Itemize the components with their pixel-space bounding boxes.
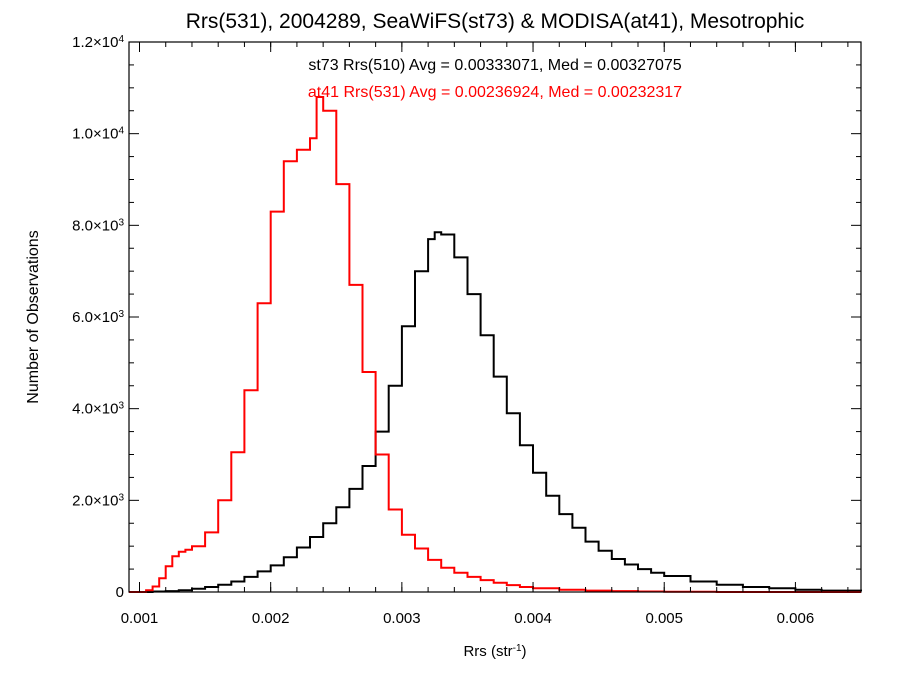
- annotation-st73-stats: st73 Rrs(510) Avg = 0.00333071, Med = 0.…: [308, 57, 681, 74]
- y-tick-label: 8.0×103: [72, 217, 124, 235]
- y-tick-label: 1.0×104: [72, 125, 124, 143]
- x-tick-label: 0.005: [645, 610, 683, 627]
- y-tick-label: 0: [116, 584, 124, 601]
- x-tick-label: 0.001: [121, 610, 159, 627]
- x-tick-label: 0.003: [383, 610, 421, 627]
- y-tick-label: 6.0×103: [72, 309, 124, 327]
- y-tick-label: 2.0×103: [72, 492, 124, 510]
- series-layer: [129, 96, 862, 593]
- series-line-0: [129, 231, 862, 593]
- x-tick-label: 0.004: [514, 610, 552, 627]
- x-axis: 0.001 0.002 0.003 0.004 0.005 0.006: [121, 42, 849, 627]
- x-tick-label: 0.002: [252, 610, 290, 627]
- x-axis-label: Rrs (str-1): [463, 643, 526, 661]
- y-tick-label: 4.0×103: [72, 400, 124, 418]
- annotation-group: st73 Rrs(510) Avg = 0.00333071, Med = 0.…: [308, 57, 682, 101]
- y-tick-label: 1.2×104: [72, 34, 124, 52]
- y-axis-label: Number of Observations: [25, 230, 42, 403]
- annotation-at41-stats: at41 Rrs(531) Avg = 0.00236924, Med = 0.…: [308, 84, 682, 101]
- plot-frame: [128, 41, 862, 593]
- y-axis: 0 2.0×103 4.0×103 6.0×103 8.0×103 1.0×104 1.2×…: [72, 34, 861, 601]
- x-tick-label: 0.006: [777, 610, 815, 627]
- chart-title: Rrs(531), 2004289, SeaWiFS(st73) & MODIS…: [186, 10, 805, 33]
- series-line-1: [129, 96, 861, 593]
